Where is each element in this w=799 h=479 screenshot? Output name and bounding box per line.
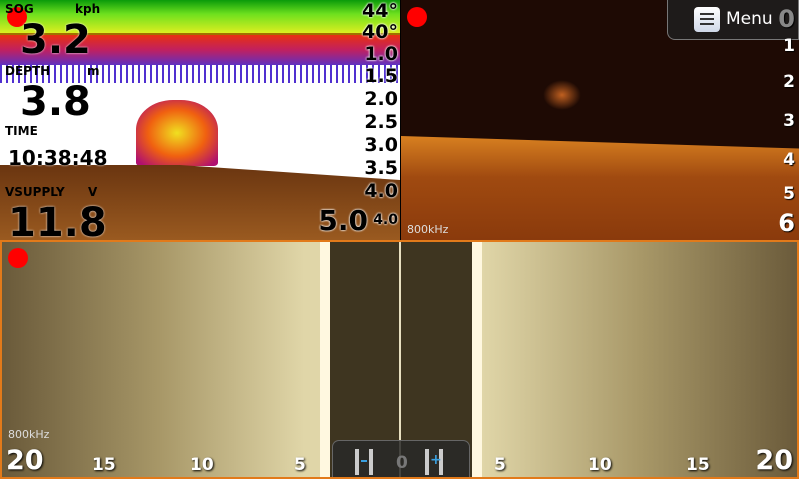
sonar-downscan-panel[interactable]: 800kHz Menu 0 1 2 3 4 5 6 xyxy=(401,0,799,240)
record-indicator-icon xyxy=(8,248,28,268)
sog-label: SOG xyxy=(5,2,34,16)
frequency-label: 800kHz xyxy=(8,428,50,441)
zoom-in-button[interactable]: + xyxy=(425,449,443,475)
left-bottom-edge xyxy=(320,242,330,477)
depth-tick: 3.0 xyxy=(364,134,398,156)
range-tick: 10 xyxy=(190,455,214,475)
range-tick: 15 xyxy=(686,455,710,475)
time-value: 10:38:48 xyxy=(8,146,108,170)
range-tick: 5 xyxy=(494,455,506,475)
depth-tick: 1 xyxy=(783,36,795,56)
zoom-controls: 0 + xyxy=(332,440,470,477)
range-tick: 15 xyxy=(92,455,116,475)
depth-tick: 5 xyxy=(783,184,795,204)
time-label: TIME xyxy=(5,124,38,138)
sonar-sidescan-panel[interactable]: 800kHz 20 15 10 5 5 10 15 20 0 + xyxy=(0,240,799,479)
depth-tick: 1.5 xyxy=(364,65,398,87)
sog-value: 3.2 xyxy=(20,17,91,63)
surface-clutter xyxy=(0,0,400,35)
range-tick: 5 xyxy=(294,455,306,475)
fish-school xyxy=(136,100,218,166)
zoom-out-button[interactable] xyxy=(355,449,373,475)
minus-icon xyxy=(361,460,367,462)
depth-tick: 1.0 xyxy=(364,43,398,65)
record-indicator-icon xyxy=(7,7,27,27)
depth-value: 3.8 xyxy=(20,79,91,125)
sonar-traditional-panel[interactable]: SOG kph 3.2 DEPTH m 3.8 TIME 10:38:48 VS… xyxy=(0,0,400,240)
depth-label: DEPTH xyxy=(5,64,51,78)
menu-icon xyxy=(694,7,720,32)
range-tick: 20 xyxy=(6,445,44,476)
sog-unit: kph xyxy=(75,2,101,16)
depth-range: 6 xyxy=(778,209,795,237)
depth-unit: m xyxy=(87,64,100,78)
bottom xyxy=(0,165,400,240)
water-column xyxy=(330,242,472,477)
range-tick: 20 xyxy=(755,445,793,476)
vsupply-unit: V xyxy=(88,185,98,199)
depth-tick: 2.0 xyxy=(364,88,398,110)
surface-line xyxy=(0,33,400,35)
menu-button[interactable]: Menu xyxy=(667,0,799,40)
plus-icon: + xyxy=(430,452,442,468)
left-scan xyxy=(2,242,320,477)
depth-tick: 2.5 xyxy=(364,111,398,133)
depth-tick: 4.0 xyxy=(364,180,398,202)
depth-tick: 4 xyxy=(783,150,795,170)
center-line xyxy=(399,242,401,477)
vsupply-value: 11.8 xyxy=(8,200,107,240)
record-indicator-icon xyxy=(407,7,427,27)
right-bottom-edge xyxy=(472,242,482,477)
noise-fringe xyxy=(0,65,400,83)
center-range: 0 xyxy=(396,453,408,473)
vsupply-label: VSUPPLY xyxy=(5,185,65,199)
temp-mid: 40° xyxy=(362,21,398,43)
range-tick: 10 xyxy=(588,455,612,475)
fish-school xyxy=(543,80,581,110)
temp-top: 44° xyxy=(362,0,398,22)
depth-tick: 3 xyxy=(783,111,795,131)
depth-tick: 0 xyxy=(778,5,795,33)
depth-tick: 3.5 xyxy=(364,157,398,179)
bottom xyxy=(401,136,799,240)
frequency-label: 800kHz xyxy=(407,223,449,236)
depth-tick: 2 xyxy=(783,72,795,92)
right-scan xyxy=(482,242,797,477)
depth-tick-overlay: 4.0 xyxy=(373,212,398,228)
menu-label: Menu xyxy=(726,9,773,29)
depth-range: 5.0 xyxy=(318,204,368,237)
surface-noise xyxy=(0,35,400,65)
